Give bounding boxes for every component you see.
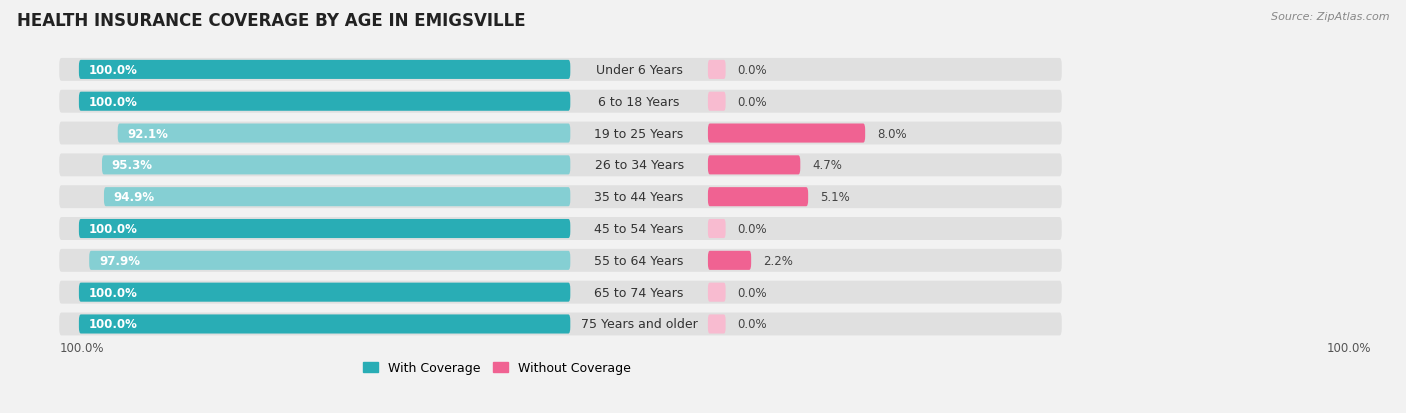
- FancyBboxPatch shape: [707, 219, 725, 238]
- FancyBboxPatch shape: [59, 249, 1062, 272]
- FancyBboxPatch shape: [707, 315, 725, 334]
- Text: 35 to 44 Years: 35 to 44 Years: [595, 191, 683, 204]
- Text: 8.0%: 8.0%: [877, 127, 907, 140]
- FancyBboxPatch shape: [79, 61, 571, 80]
- Text: 0.0%: 0.0%: [737, 286, 768, 299]
- Text: 19 to 25 Years: 19 to 25 Years: [595, 127, 683, 140]
- FancyBboxPatch shape: [707, 156, 800, 175]
- FancyBboxPatch shape: [59, 122, 1062, 145]
- FancyBboxPatch shape: [59, 313, 1062, 336]
- Text: 100.0%: 100.0%: [1327, 342, 1371, 354]
- FancyBboxPatch shape: [59, 59, 1062, 82]
- FancyBboxPatch shape: [59, 154, 1062, 177]
- FancyBboxPatch shape: [118, 124, 571, 143]
- Text: 92.1%: 92.1%: [128, 127, 169, 140]
- Text: 0.0%: 0.0%: [737, 223, 768, 235]
- Text: 6 to 18 Years: 6 to 18 Years: [599, 95, 681, 109]
- Legend: With Coverage, Without Coverage: With Coverage, Without Coverage: [357, 356, 636, 380]
- Text: 5.1%: 5.1%: [820, 191, 849, 204]
- Text: 75 Years and older: 75 Years and older: [581, 318, 697, 331]
- FancyBboxPatch shape: [59, 186, 1062, 209]
- Text: 95.3%: 95.3%: [112, 159, 153, 172]
- FancyBboxPatch shape: [103, 156, 571, 175]
- FancyBboxPatch shape: [707, 124, 865, 143]
- Text: 0.0%: 0.0%: [737, 318, 768, 331]
- Text: 65 to 74 Years: 65 to 74 Years: [595, 286, 683, 299]
- FancyBboxPatch shape: [79, 283, 571, 302]
- FancyBboxPatch shape: [707, 283, 725, 302]
- Text: 55 to 64 Years: 55 to 64 Years: [595, 254, 683, 267]
- FancyBboxPatch shape: [59, 90, 1062, 114]
- Text: Source: ZipAtlas.com: Source: ZipAtlas.com: [1271, 12, 1389, 22]
- FancyBboxPatch shape: [89, 251, 571, 270]
- Text: 100.0%: 100.0%: [89, 95, 138, 109]
- Text: 94.9%: 94.9%: [114, 191, 155, 204]
- FancyBboxPatch shape: [707, 251, 751, 270]
- Text: 100.0%: 100.0%: [89, 223, 138, 235]
- FancyBboxPatch shape: [79, 315, 571, 334]
- FancyBboxPatch shape: [59, 281, 1062, 304]
- FancyBboxPatch shape: [707, 188, 808, 207]
- Text: 100.0%: 100.0%: [89, 64, 138, 77]
- Text: 0.0%: 0.0%: [737, 95, 768, 109]
- Text: 26 to 34 Years: 26 to 34 Years: [595, 159, 683, 172]
- FancyBboxPatch shape: [79, 219, 571, 238]
- FancyBboxPatch shape: [707, 61, 725, 80]
- Text: 45 to 54 Years: 45 to 54 Years: [595, 223, 683, 235]
- FancyBboxPatch shape: [79, 93, 571, 112]
- Text: 100.0%: 100.0%: [89, 318, 138, 331]
- Text: 100.0%: 100.0%: [89, 286, 138, 299]
- Text: HEALTH INSURANCE COVERAGE BY AGE IN EMIGSVILLE: HEALTH INSURANCE COVERAGE BY AGE IN EMIG…: [17, 12, 526, 30]
- Text: 2.2%: 2.2%: [763, 254, 793, 267]
- Text: Under 6 Years: Under 6 Years: [596, 64, 682, 77]
- Text: 100.0%: 100.0%: [59, 342, 104, 354]
- Text: 97.9%: 97.9%: [98, 254, 141, 267]
- FancyBboxPatch shape: [104, 188, 571, 207]
- FancyBboxPatch shape: [59, 218, 1062, 240]
- Text: 0.0%: 0.0%: [737, 64, 768, 77]
- FancyBboxPatch shape: [707, 93, 725, 112]
- Text: 4.7%: 4.7%: [813, 159, 842, 172]
